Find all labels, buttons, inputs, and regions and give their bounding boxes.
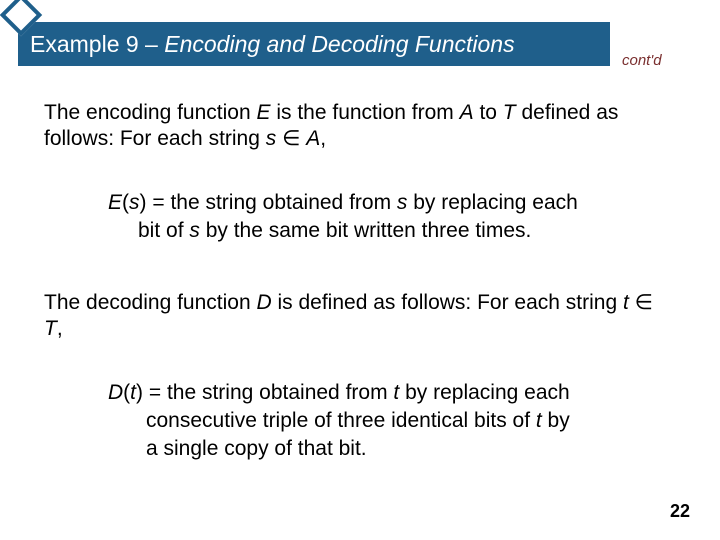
text: a single copy of that bit. bbox=[146, 437, 367, 460]
var-A: A bbox=[460, 101, 474, 124]
text: ∈ bbox=[276, 127, 306, 150]
text: ) bbox=[140, 191, 147, 214]
var-D: D bbox=[108, 381, 123, 404]
encoding-definition-line2: bit of s by the same bit written three t… bbox=[138, 218, 678, 244]
continued-marker: cont'd bbox=[622, 52, 662, 69]
var-E: E bbox=[108, 191, 122, 214]
text: consecutive triple of three identical bi… bbox=[146, 409, 536, 432]
title-bar: Example 9 – Encoding and Decoding Functi… bbox=[18, 22, 610, 66]
text: ( bbox=[122, 191, 129, 214]
text: by bbox=[542, 409, 570, 432]
text: ∈ bbox=[629, 291, 653, 314]
decoding-definition-line2: consecutive triple of three identical bi… bbox=[146, 408, 676, 434]
title-prefix: Example 9 – bbox=[30, 31, 164, 57]
text: by the same bit written three times. bbox=[200, 219, 531, 242]
text: = the string obtained from bbox=[143, 381, 393, 404]
var-T: T bbox=[503, 101, 516, 124]
var-T: T bbox=[44, 317, 57, 340]
text: by replacing each bbox=[407, 191, 577, 214]
text: The decoding function bbox=[44, 291, 256, 314]
slide-number: 22 bbox=[670, 501, 690, 522]
decoding-definition-line3: a single copy of that bit. bbox=[146, 436, 676, 462]
text: is defined as follows: For each string bbox=[272, 291, 623, 314]
text: ) bbox=[136, 381, 143, 404]
var-s: s bbox=[397, 191, 408, 214]
var-D: D bbox=[256, 291, 271, 314]
text: to bbox=[474, 101, 503, 124]
var-s: s bbox=[189, 219, 200, 242]
slide-title: Example 9 – Encoding and Decoding Functi… bbox=[30, 31, 515, 58]
var-A: A bbox=[306, 127, 320, 150]
encoding-definition-line1: E(s) = the string obtained from s by rep… bbox=[108, 190, 668, 216]
paragraph-decoding-intro: The decoding function D is defined as fo… bbox=[44, 290, 664, 343]
text: is the function from bbox=[271, 101, 460, 124]
paragraph-encoding-intro: The encoding function E is the function … bbox=[44, 100, 664, 153]
text: , bbox=[57, 317, 63, 340]
title-main: Encoding and Decoding Functions bbox=[164, 31, 514, 57]
text: The encoding function bbox=[44, 101, 256, 124]
text: = the string obtained from bbox=[147, 191, 397, 214]
var-s: s bbox=[266, 127, 277, 150]
text: by replacing each bbox=[399, 381, 569, 404]
var-E: E bbox=[256, 101, 270, 124]
var-s: s bbox=[129, 191, 140, 214]
text: , bbox=[320, 127, 326, 150]
decoding-definition-line1: D(t) = the string obtained from t by rep… bbox=[108, 380, 668, 406]
text: bit of bbox=[138, 219, 189, 242]
